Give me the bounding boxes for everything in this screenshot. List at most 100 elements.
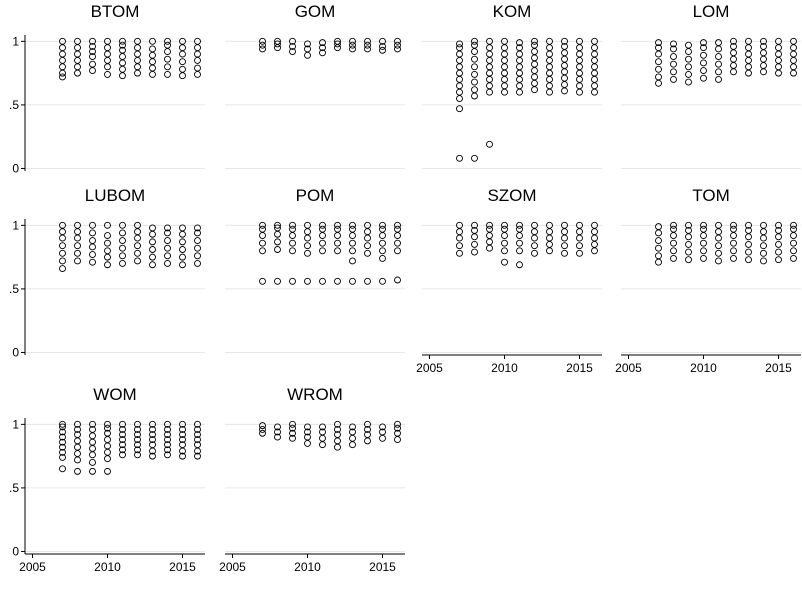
panel-lubom: LUBOM 0 .5 1 (9, 186, 205, 359)
data-point (364, 437, 371, 445)
data-point (179, 37, 186, 45)
panel-title: GOM (295, 2, 336, 21)
data-point (591, 240, 598, 248)
data-point (59, 423, 66, 431)
data-point (775, 221, 782, 229)
data-point (349, 257, 356, 265)
data-point (104, 455, 111, 463)
data-point (259, 232, 266, 239)
data-point (670, 232, 677, 239)
data-point (379, 37, 386, 45)
data-point (576, 221, 583, 229)
data-point (319, 428, 326, 436)
data-point (334, 239, 341, 247)
data-point (289, 420, 296, 428)
data-point (149, 230, 156, 238)
data-point (576, 50, 583, 58)
data-point (591, 82, 598, 90)
data-point (760, 249, 767, 257)
data-point (274, 433, 281, 441)
data-point (790, 247, 797, 255)
data-point (715, 221, 722, 229)
data-point (685, 233, 692, 241)
data-point (591, 228, 598, 236)
data-point (319, 247, 326, 255)
data-point (289, 247, 296, 255)
data-point (104, 436, 111, 444)
data-point (59, 465, 66, 473)
data-point (456, 69, 463, 77)
data-point (730, 247, 737, 255)
data-point (59, 44, 66, 52)
panel-title: LUBOM (85, 186, 145, 205)
data-point (379, 277, 386, 285)
data-point (364, 249, 371, 257)
data-point (531, 86, 538, 94)
data-point (259, 239, 266, 247)
data-point (89, 251, 96, 259)
data-point (164, 63, 171, 71)
data-point (501, 225, 508, 233)
data-point (456, 88, 463, 96)
data-point (670, 53, 677, 61)
data-point (516, 56, 523, 64)
data-point (486, 88, 493, 96)
x-tick-label: 2010 (491, 361, 518, 375)
data-point (591, 76, 598, 83)
data-point (104, 56, 111, 64)
data-point (274, 423, 281, 431)
data-point (364, 431, 371, 438)
data-point (561, 42, 568, 50)
data-point (760, 49, 767, 57)
data-point (334, 425, 341, 433)
data-point (149, 45, 156, 53)
data-point (379, 423, 386, 431)
panel-tom: TOM 2005 2010 2015 (615, 186, 801, 375)
data-point (516, 239, 523, 247)
data-point (59, 249, 66, 257)
data-point (119, 252, 126, 260)
data-point (790, 56, 797, 64)
panel-title: WROM (287, 385, 343, 404)
data-point (715, 45, 722, 53)
data-point (334, 37, 341, 45)
data-point (379, 42, 386, 50)
panel-title: TOM (692, 186, 729, 205)
data-point (89, 438, 96, 446)
data-point (274, 224, 281, 232)
data-point (149, 420, 156, 428)
data-point (134, 257, 141, 265)
data-point (164, 237, 171, 245)
data-point (471, 48, 478, 55)
data-point (546, 50, 553, 58)
data-point (516, 82, 523, 90)
data-point (456, 242, 463, 250)
data-point (531, 37, 538, 45)
data-point (349, 428, 356, 436)
data-point (134, 50, 141, 58)
data-point (59, 443, 66, 451)
data-point (379, 254, 386, 262)
data-point (745, 50, 752, 58)
panel-title: WOM (93, 385, 136, 404)
data-point (349, 247, 356, 255)
data-point (685, 256, 692, 264)
data-point (655, 44, 662, 52)
data-point (471, 55, 478, 63)
data-point (334, 40, 341, 48)
data-point (456, 82, 463, 90)
panel-title: LOM (693, 2, 730, 21)
data-point (319, 441, 326, 449)
data-point (670, 76, 677, 83)
data-point (591, 69, 598, 77)
y-tick-label: .5 (9, 98, 19, 112)
data-point (760, 228, 767, 236)
data-point (790, 37, 797, 45)
data-point (119, 41, 126, 49)
data-point (685, 248, 692, 256)
data-point (516, 225, 523, 233)
data-point (531, 73, 538, 81)
data-point (394, 276, 401, 284)
data-point (670, 239, 677, 247)
data-point (104, 221, 111, 229)
